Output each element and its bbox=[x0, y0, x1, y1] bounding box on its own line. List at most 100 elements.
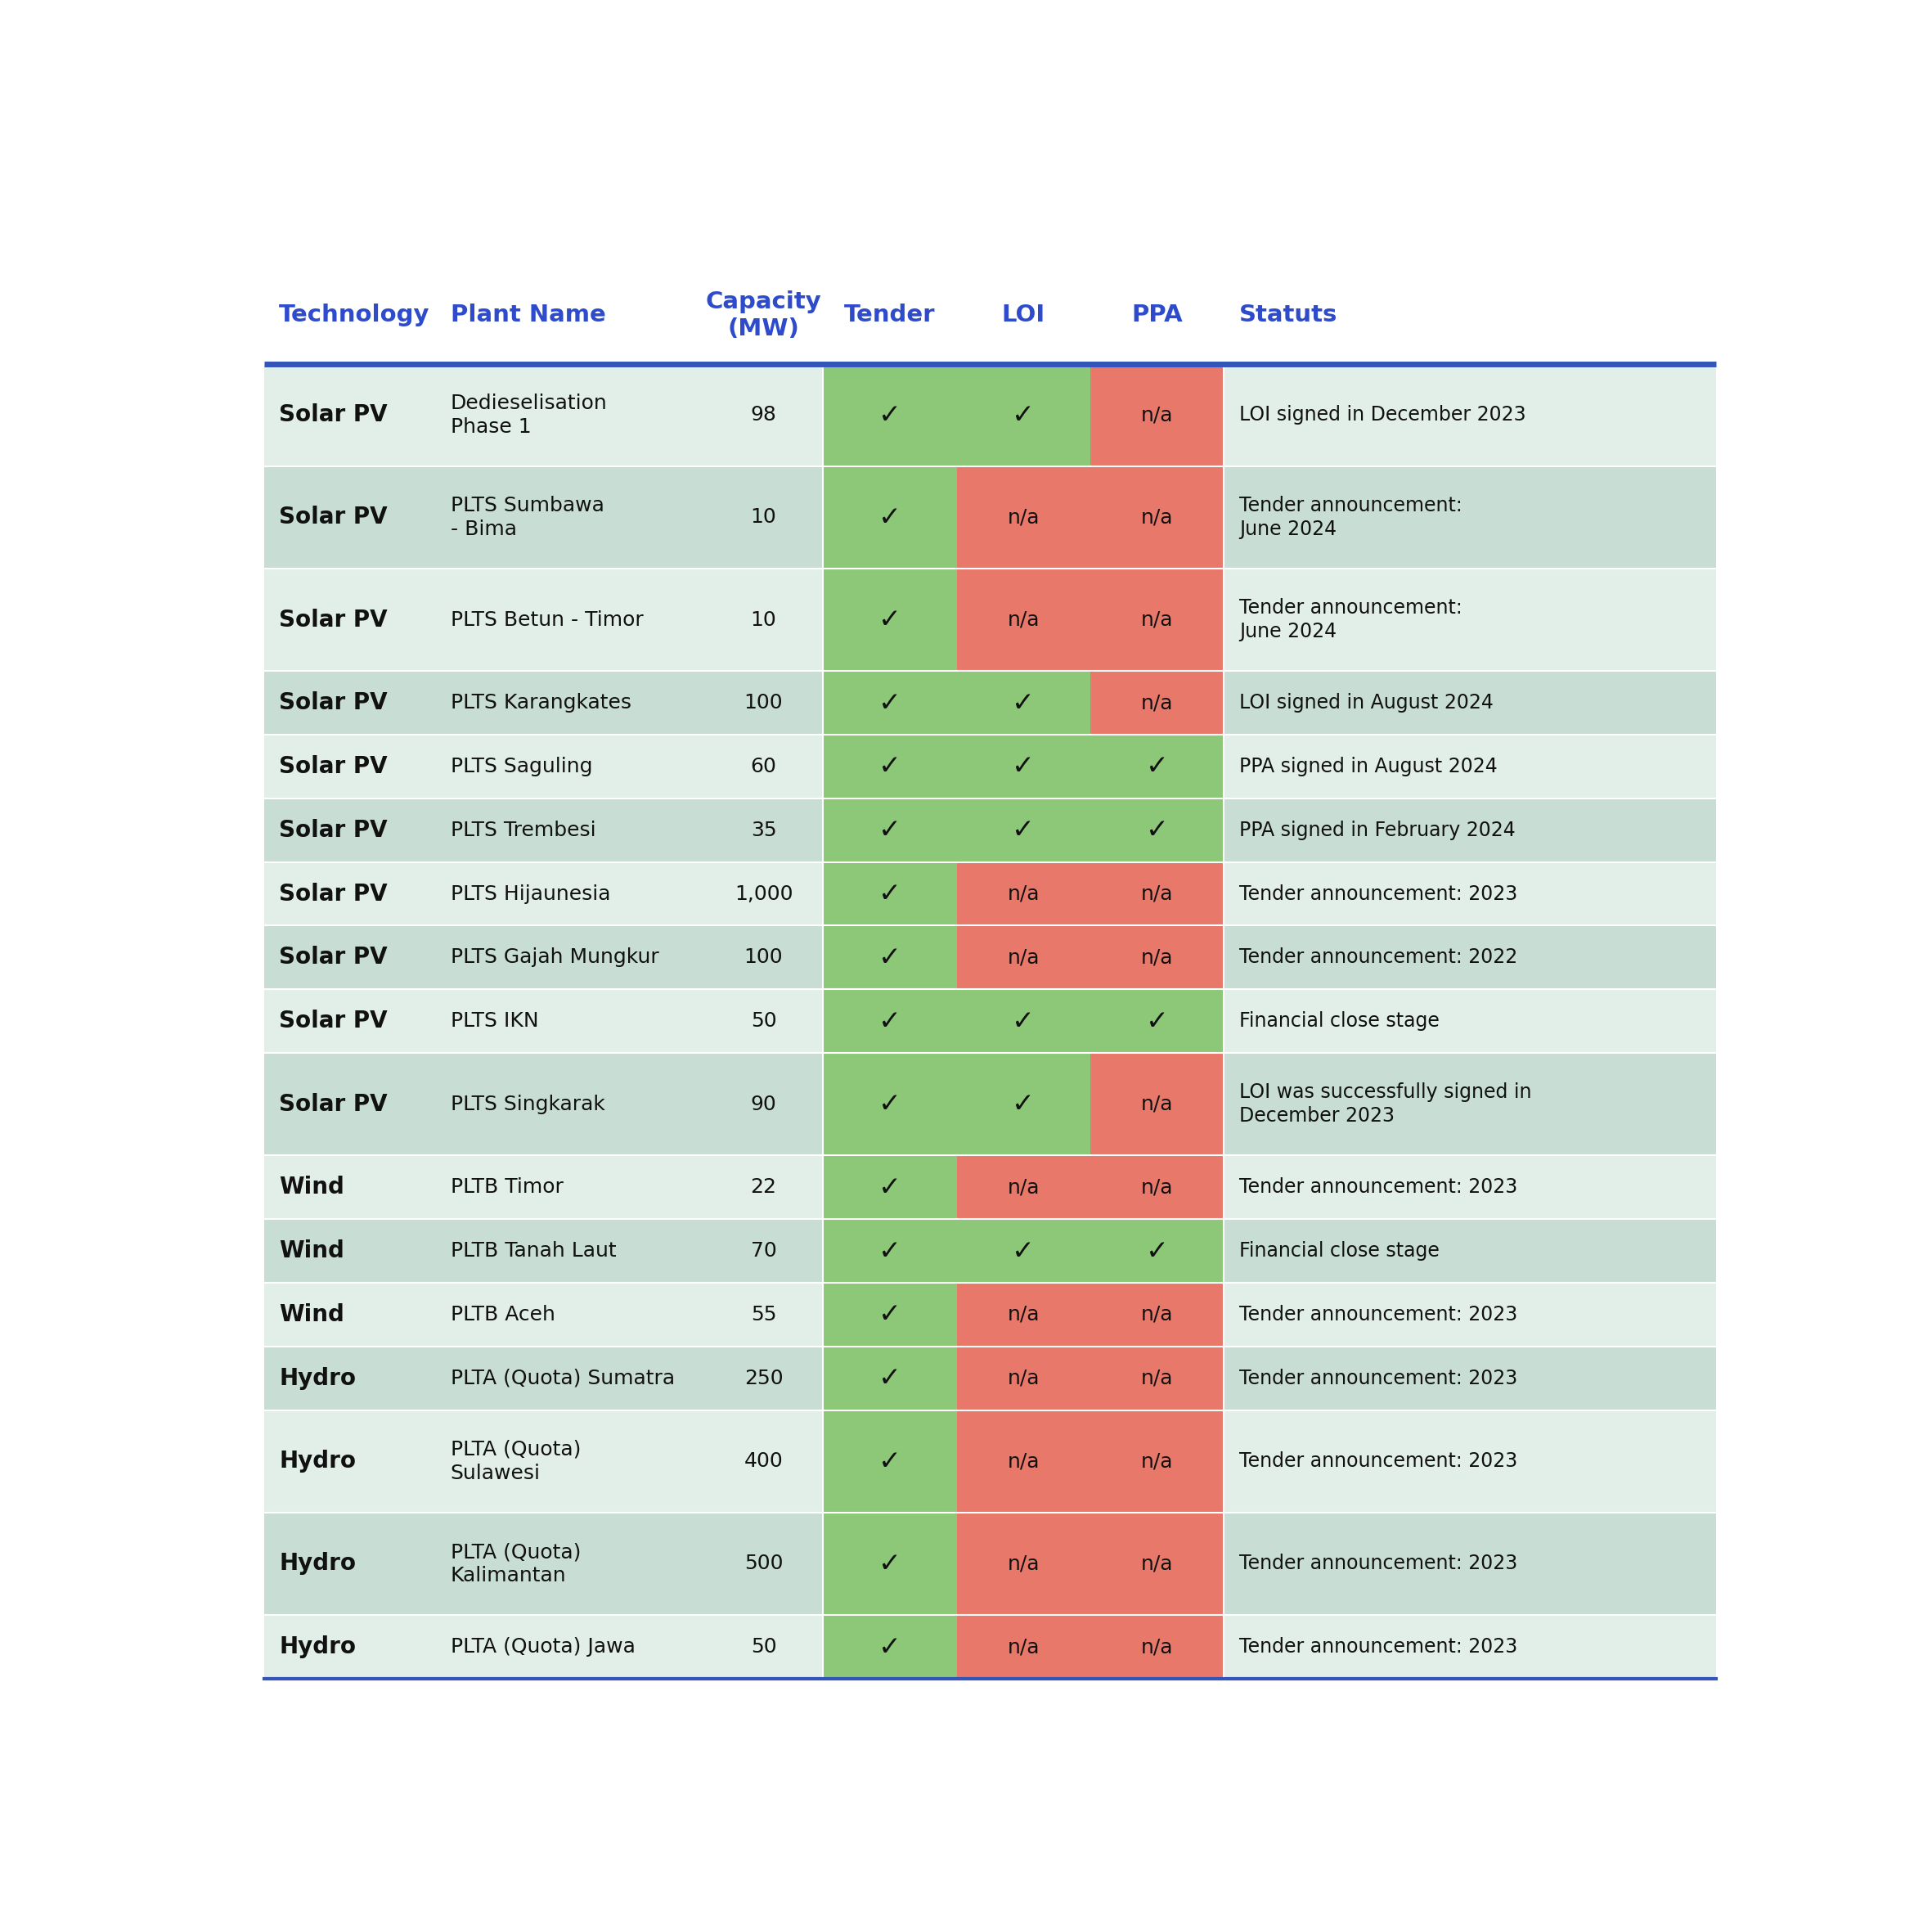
Text: n/a: n/a bbox=[1142, 404, 1173, 425]
Text: Solar PV: Solar PV bbox=[278, 607, 388, 630]
Text: PPA: PPA bbox=[1132, 305, 1182, 328]
Bar bbox=[956, 1155, 1090, 1219]
Text: n/a: n/a bbox=[1142, 1452, 1173, 1471]
Bar bbox=[265, 1219, 1716, 1284]
Text: n/a: n/a bbox=[1142, 1305, 1173, 1324]
Bar bbox=[265, 1054, 1716, 1155]
Bar bbox=[823, 1054, 956, 1155]
Bar bbox=[265, 266, 1716, 364]
Text: n/a: n/a bbox=[1007, 1305, 1039, 1324]
Bar bbox=[823, 1219, 956, 1284]
Text: PLTB Timor: PLTB Timor bbox=[450, 1178, 562, 1198]
Text: 60: 60 bbox=[750, 757, 777, 776]
Bar bbox=[1090, 1219, 1225, 1284]
Bar bbox=[823, 1284, 956, 1347]
Text: Solar PV: Solar PV bbox=[278, 1092, 388, 1115]
Bar bbox=[1090, 799, 1225, 862]
Bar bbox=[956, 1512, 1090, 1615]
Text: ✓: ✓ bbox=[1012, 402, 1036, 429]
Bar bbox=[265, 1155, 1716, 1219]
Bar bbox=[823, 1410, 956, 1512]
Text: Capacity
(MW): Capacity (MW) bbox=[705, 291, 821, 339]
Text: Tender announcement: 2023: Tender announcement: 2023 bbox=[1238, 883, 1517, 904]
Text: ✓: ✓ bbox=[1146, 753, 1169, 780]
Text: n/a: n/a bbox=[1007, 1368, 1039, 1387]
Text: Tender announcement: 2023: Tender announcement: 2023 bbox=[1238, 1554, 1517, 1573]
Bar bbox=[956, 569, 1090, 671]
Bar bbox=[823, 1615, 956, 1678]
Bar bbox=[823, 862, 956, 925]
Bar bbox=[1090, 925, 1225, 989]
Text: Technology: Technology bbox=[278, 305, 429, 328]
Text: PLTS IKN: PLTS IKN bbox=[450, 1012, 539, 1031]
Text: Statuts: Statuts bbox=[1238, 305, 1337, 328]
Text: n/a: n/a bbox=[1007, 883, 1039, 904]
Bar bbox=[823, 671, 956, 734]
Text: PLTS Sumbawa
- Bima: PLTS Sumbawa - Bima bbox=[450, 496, 605, 538]
Text: ✓: ✓ bbox=[1012, 753, 1036, 780]
Text: n/a: n/a bbox=[1142, 1178, 1173, 1198]
Text: Solar PV: Solar PV bbox=[278, 404, 388, 427]
Text: n/a: n/a bbox=[1007, 1452, 1039, 1471]
Text: Solar PV: Solar PV bbox=[278, 883, 388, 904]
Bar bbox=[265, 364, 1716, 466]
Bar bbox=[956, 734, 1090, 799]
Bar bbox=[956, 1410, 1090, 1512]
Text: 100: 100 bbox=[744, 694, 782, 713]
Text: 250: 250 bbox=[744, 1368, 782, 1387]
Text: Solar PV: Solar PV bbox=[278, 692, 388, 715]
Text: Dedieselisation
Phase 1: Dedieselisation Phase 1 bbox=[450, 393, 607, 437]
Bar bbox=[823, 1347, 956, 1410]
Bar bbox=[1090, 1347, 1225, 1410]
Text: Plant Name: Plant Name bbox=[450, 305, 605, 328]
Bar bbox=[265, 989, 1716, 1054]
Text: Tender announcement: 2022: Tender announcement: 2022 bbox=[1238, 948, 1517, 968]
Text: PPA signed in February 2024: PPA signed in February 2024 bbox=[1238, 820, 1515, 839]
Text: ✓: ✓ bbox=[879, 1238, 902, 1265]
Text: n/a: n/a bbox=[1007, 609, 1039, 630]
Text: ✓: ✓ bbox=[879, 945, 902, 971]
Text: ✓: ✓ bbox=[879, 1448, 902, 1475]
Text: 35: 35 bbox=[752, 820, 777, 839]
Bar bbox=[1090, 1410, 1225, 1512]
Text: 1,000: 1,000 bbox=[734, 883, 792, 904]
Text: ✓: ✓ bbox=[879, 1090, 902, 1117]
Text: Financial close stage: Financial close stage bbox=[1238, 1012, 1439, 1031]
Text: ✓: ✓ bbox=[879, 816, 902, 843]
Bar bbox=[823, 569, 956, 671]
Text: Tender announcement: 2023: Tender announcement: 2023 bbox=[1238, 1368, 1517, 1387]
Bar bbox=[823, 799, 956, 862]
Text: ✓: ✓ bbox=[879, 1364, 902, 1391]
Text: ✓: ✓ bbox=[879, 1301, 902, 1328]
Bar bbox=[823, 466, 956, 569]
Bar bbox=[265, 466, 1716, 569]
Text: ✓: ✓ bbox=[879, 1550, 902, 1577]
Text: ✓: ✓ bbox=[879, 605, 902, 634]
Text: Wind: Wind bbox=[278, 1176, 344, 1199]
Text: ✓: ✓ bbox=[1146, 816, 1169, 843]
Text: ✓: ✓ bbox=[1012, 690, 1036, 717]
Text: 22: 22 bbox=[750, 1178, 777, 1198]
Text: Solar PV: Solar PV bbox=[278, 818, 388, 841]
Bar bbox=[265, 799, 1716, 862]
Text: ✓: ✓ bbox=[879, 1175, 902, 1201]
Text: PLTS Singkarak: PLTS Singkarak bbox=[450, 1094, 605, 1113]
Text: ✓: ✓ bbox=[1012, 1008, 1036, 1035]
Text: LOI: LOI bbox=[1003, 305, 1045, 328]
Bar bbox=[823, 989, 956, 1054]
Bar bbox=[956, 1219, 1090, 1284]
Bar bbox=[265, 569, 1716, 671]
Text: ✓: ✓ bbox=[1012, 1090, 1036, 1117]
Bar bbox=[1090, 1155, 1225, 1219]
Text: Tender announcement:
June 2024: Tender announcement: June 2024 bbox=[1238, 496, 1463, 538]
Text: Financial close stage: Financial close stage bbox=[1238, 1242, 1439, 1261]
Bar bbox=[956, 1284, 1090, 1347]
Text: ✓: ✓ bbox=[879, 1008, 902, 1035]
Text: n/a: n/a bbox=[1007, 948, 1039, 968]
Bar bbox=[265, 925, 1716, 989]
Bar bbox=[265, 862, 1716, 925]
Bar bbox=[823, 734, 956, 799]
Text: ✓: ✓ bbox=[879, 402, 902, 429]
Text: ✓: ✓ bbox=[1012, 816, 1036, 843]
Bar bbox=[1090, 1512, 1225, 1615]
